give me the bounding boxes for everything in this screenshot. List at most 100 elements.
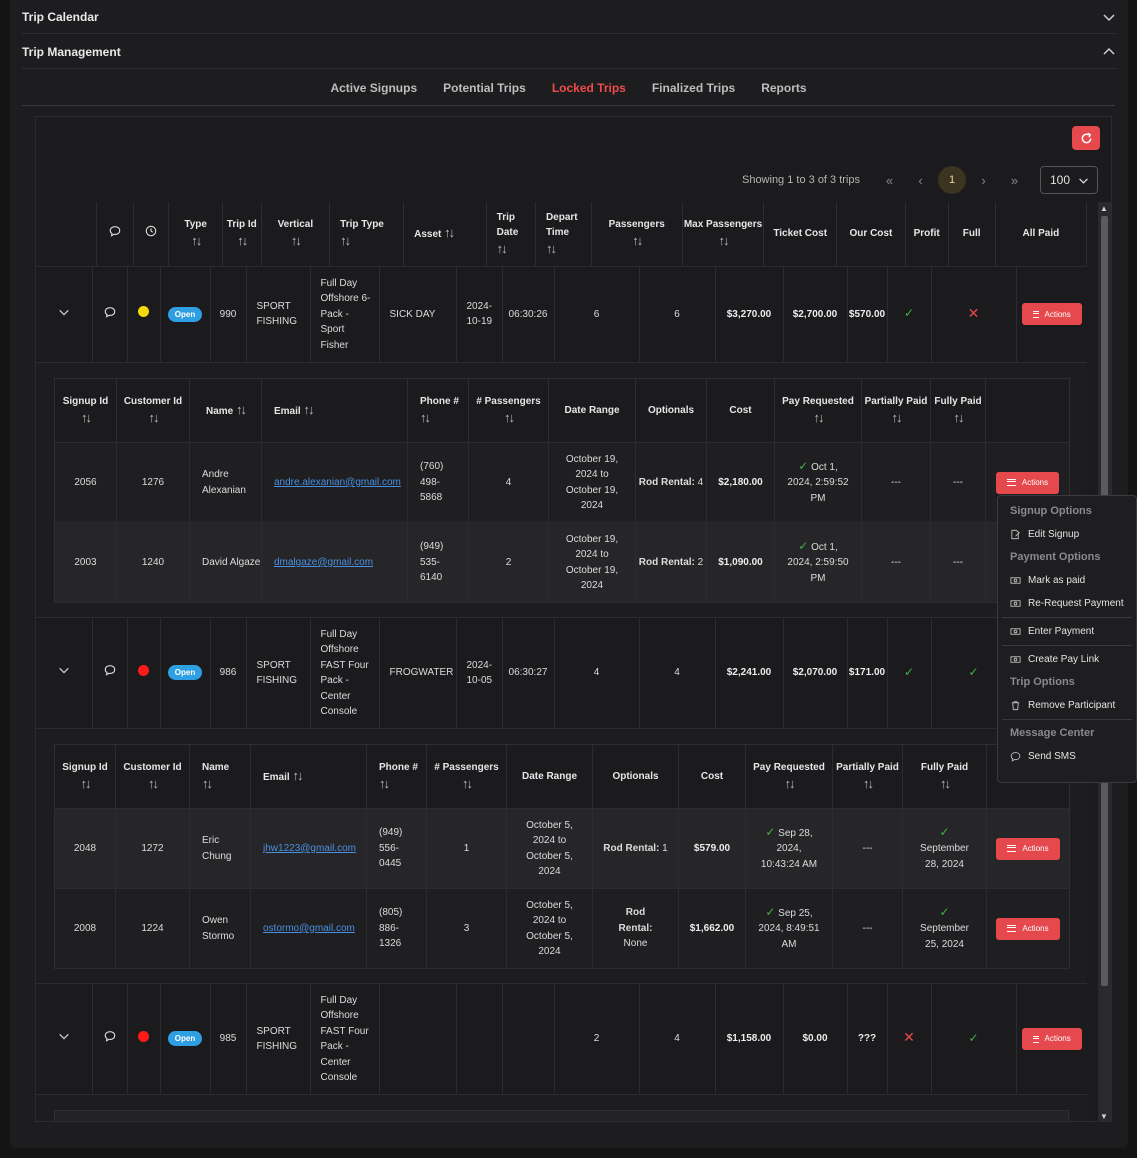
menu-item-re-request-payment[interactable]: Re-Request Payment xyxy=(998,592,1136,615)
menu-item-enter-payment[interactable]: Enter Payment xyxy=(998,620,1136,643)
email-link[interactable]: andre.alexanian@gmail.com xyxy=(274,476,401,488)
tab-locked-trips[interactable]: Locked Trips xyxy=(551,81,626,95)
customer-id-col-header[interactable]: Customer Id ↑↓ xyxy=(115,744,190,809)
signup-actions-button[interactable]: Actions xyxy=(995,471,1060,494)
chevron-down-icon[interactable] xyxy=(58,306,70,318)
chevron-down-icon[interactable] xyxy=(58,664,70,676)
trip-type-cell: Full Day Offshore FAST Four Pack - Cente… xyxy=(310,617,380,729)
chevron-up-icon[interactable] xyxy=(1102,45,1116,59)
passengers-cell: 1 xyxy=(426,808,507,889)
type-col-header[interactable]: Type ↑↓ xyxy=(168,202,223,266)
clock-icon xyxy=(145,225,157,237)
tab-potential-trips[interactable]: Potential Trips xyxy=(443,81,526,95)
menu-item-edit-signup[interactable]: Edit Signup xyxy=(998,523,1136,546)
customer-id-cell: 1240 xyxy=(116,522,190,603)
email-col-header[interactable]: Email ↑↓ xyxy=(250,744,367,809)
customer-id-col-header[interactable]: Customer Id ↑↓ xyxy=(116,378,190,443)
last-page-button[interactable]: » xyxy=(1010,172,1019,188)
actions-button[interactable]: Actions xyxy=(1021,1028,1082,1050)
scroll-down-arrow[interactable]: ▼ xyxy=(1100,1112,1108,1121)
first-page-button[interactable]: « xyxy=(885,172,894,188)
pay-requested-col-header[interactable]: Pay Requested ↑↓ xyxy=(774,378,862,443)
chat-cell[interactable] xyxy=(92,266,128,363)
expand-toggle[interactable] xyxy=(36,266,93,363)
chat-bubble-icon[interactable] xyxy=(104,664,116,677)
menu-item-create-pay-link[interactable]: Create Pay Link xyxy=(998,648,1136,671)
passengers-cell: 3 xyxy=(426,888,507,969)
phone-col-header[interactable]: Phone # ↑↓ xyxy=(407,378,469,443)
signup-actions-col-header xyxy=(985,378,1070,443)
trip-type-cell: Full Day Offshore 6-Pack - Sport Fisher xyxy=(310,266,380,363)
trip-type-cell: Full Day Offshore FAST Four Pack - Cente… xyxy=(310,983,380,1095)
max-passengers-cell: 4 xyxy=(639,983,716,1095)
email-link[interactable]: jhw1223@gmail.com xyxy=(263,842,356,854)
signup-actions-button[interactable]: Actions xyxy=(996,837,1060,860)
tab-active-signups[interactable]: Active Signups xyxy=(330,81,418,95)
menu-divider xyxy=(1002,617,1132,618)
chat-bubble-icon[interactable] xyxy=(104,1030,116,1043)
passengers-col-header[interactable]: # Passengers ↑↓ xyxy=(468,378,549,443)
email-col-header[interactable]: Email ↑↓ xyxy=(261,378,408,443)
actions-button[interactable]: Actions xyxy=(1021,303,1082,326)
vertical-col-header[interactable]: Vertical ↑↓ xyxy=(261,202,331,266)
asset-col-header[interactable]: Asset ↑↓ xyxy=(403,202,487,266)
menu-item-send-sms[interactable]: Send SMS xyxy=(998,745,1136,768)
current-page-button[interactable]: 1 xyxy=(938,166,966,194)
optionals-cell: Rod Rental: 4 xyxy=(635,442,707,523)
chevron-down-icon[interactable] xyxy=(1102,10,1116,24)
chat-bubble-icon[interactable] xyxy=(104,306,116,318)
phone-cell: (805) 886-1326 xyxy=(366,888,427,969)
menu-item-mark-paid[interactable]: Mark as paid xyxy=(998,569,1136,592)
email-link[interactable]: dmalgaze@gmail.com xyxy=(274,556,374,568)
trip-date-col-header[interactable]: Trip Date ↑↓ xyxy=(486,202,536,266)
signup-id-col-header[interactable]: Signup Id ↑↓ xyxy=(54,744,116,809)
passengers-col-header[interactable]: Passengers ↑↓ xyxy=(591,202,683,266)
cost-col-header: Cost xyxy=(678,744,746,809)
tab-finalized-trips[interactable]: Finalized Trips xyxy=(651,81,736,95)
asset-cell: SICK DAY xyxy=(379,266,457,363)
refresh-button[interactable] xyxy=(1072,126,1100,150)
partially-paid-col-header[interactable]: Partially Paid ↑↓ xyxy=(832,744,903,809)
scroll-up-arrow[interactable]: ▲ xyxy=(1100,204,1108,213)
page-size-select[interactable]: 100 xyxy=(1040,166,1098,194)
passengers-col-header[interactable]: # Passengers ↑↓ xyxy=(426,744,507,809)
fully-paid-col-header[interactable]: Fully Paid ↑↓ xyxy=(930,378,986,443)
chat-cell[interactable] xyxy=(92,983,128,1095)
vertical-cell: SPORT FISHING xyxy=(246,266,311,363)
status-cell xyxy=(127,983,161,1095)
prev-page-button[interactable]: ‹ xyxy=(918,172,923,188)
expand-toggle[interactable] xyxy=(36,617,93,729)
menu-item-remove-participant[interactable]: Remove Participant xyxy=(998,694,1136,717)
partially-paid-col-header[interactable]: Partially Paid ↑↓ xyxy=(861,378,931,443)
signup-id-col-header[interactable]: Signup Id ↑↓ xyxy=(54,378,117,443)
max-passengers-col-header[interactable]: Max Passengers ↑↓ xyxy=(682,202,765,266)
pay-requested-col-header[interactable]: Pay Requested ↑↓ xyxy=(745,744,833,809)
phone-col-header[interactable]: Phone # ↑↓ xyxy=(366,744,427,809)
fully-paid-col-header[interactable]: Fully Paid ↑↓ xyxy=(902,744,987,809)
next-page-button[interactable]: › xyxy=(981,172,986,188)
trip-row-table: Open 986 SPORT FISHING Full Day Offshore… xyxy=(36,617,1087,729)
signup-row: 2003 1240 David Algaze dmalgaze@gmail.co… xyxy=(54,522,1070,603)
chevron-down-icon[interactable] xyxy=(58,1030,70,1042)
chat-cell[interactable] xyxy=(92,617,128,729)
name-col-header[interactable]: Name ↑↓ xyxy=(189,378,262,443)
trip-management-header[interactable]: Trip Management xyxy=(22,35,1116,69)
menu-icon xyxy=(1032,1035,1039,1043)
trip-type-col-header[interactable]: Trip Type ↑↓ xyxy=(329,202,405,266)
trip-date-cell xyxy=(456,983,503,1095)
depart-time-col-header[interactable]: Depart Time ↑↓ xyxy=(535,202,592,266)
customer-id-cell: 1224 xyxy=(115,888,190,969)
tab-reports[interactable]: Reports xyxy=(761,81,807,95)
pay-requested-cell: ✓ Oct 1, 2024, 2:59:50 PM xyxy=(774,522,862,603)
our-cost-cell: $2,070.00 xyxy=(783,617,848,729)
phone-cell: (949) 535-6140 xyxy=(407,522,469,603)
trip-id-col-header[interactable]: Trip Id ↑↓ xyxy=(222,202,262,266)
signup-actions-button[interactable]: Actions xyxy=(996,917,1060,940)
date-range-cell: October 19, 2024 to October 19, 2024 xyxy=(548,442,636,523)
signup-row: 2008 1224 Owen Stormo ostormo@gmail.com … xyxy=(54,888,1070,969)
menu-divider xyxy=(1002,645,1132,646)
expand-toggle[interactable] xyxy=(36,983,93,1095)
email-link[interactable]: ostormo@gmail.com xyxy=(263,922,355,934)
trip-calendar-header[interactable]: Trip Calendar xyxy=(22,0,1116,34)
name-col-header[interactable]: Name ↑↓ xyxy=(189,744,251,809)
